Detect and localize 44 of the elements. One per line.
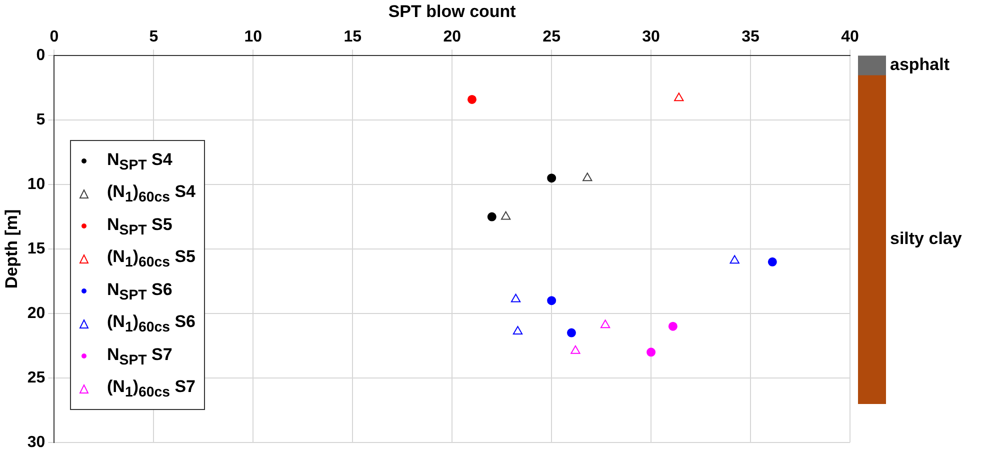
legend-label: N$_{SPT}$ S6: [107, 280, 172, 303]
y-tick-label: 10: [27, 176, 46, 193]
legend-label: (N$_{1}$)$_{60cs}$ S7: [107, 377, 196, 400]
legend-label: (N$_{1}$)$_{60cs}$ S4: [107, 182, 196, 206]
legend-label: (N$_{1}$)$_{60cs}$ S5: [107, 247, 196, 270]
point: [500, 211, 511, 220]
x-tick-label: 25: [542, 28, 561, 46]
y-tick-label: 5: [36, 111, 46, 128]
point: [570, 345, 580, 354]
x-tick-label: 35: [742, 28, 760, 46]
x-axis-title: SPT blow count: [388, 2, 516, 21]
legend-label: N$_{SPT}$ S5: [107, 214, 172, 238]
point: [674, 92, 684, 102]
point: [566, 328, 576, 338]
point: [668, 322, 678, 331]
series-label: asphalt: [890, 54, 950, 76]
x-tick-label: 0: [50, 28, 59, 46]
point: [600, 320, 610, 328]
y-tick-label: 20: [27, 304, 46, 322]
x-tick-label: 10: [244, 28, 262, 46]
x-tick-label: 15: [344, 28, 362, 46]
x-tick-label: 40: [841, 28, 859, 46]
point: [510, 294, 521, 302]
legend-label: N$_{SPT}$ S7: [107, 344, 172, 368]
series-label: silty clay: [890, 228, 962, 250]
y-tick-label: 30: [27, 434, 46, 451]
legend-label: N$_{SPT}$ S4: [107, 150, 172, 173]
point: [547, 296, 556, 306]
point: [582, 172, 592, 182]
y-axis-title: Depth [m]: [2, 209, 21, 289]
y-tick-label: 0: [36, 47, 46, 64]
point: [487, 212, 496, 222]
point: [730, 255, 740, 264]
x-tick-label: 5: [149, 28, 158, 46]
point: [547, 174, 556, 183]
point: [768, 257, 777, 266]
x-tick-label: 20: [443, 28, 462, 46]
point: [512, 326, 523, 335]
x-tick-label: 30: [642, 28, 660, 46]
point: [467, 94, 476, 104]
legend-label: (N$_{1}$)$_{60cs}$ S6: [107, 312, 196, 336]
point: [646, 348, 656, 357]
y-tick-label: 25: [27, 369, 46, 386]
y-tick-label: 15: [27, 240, 46, 258]
